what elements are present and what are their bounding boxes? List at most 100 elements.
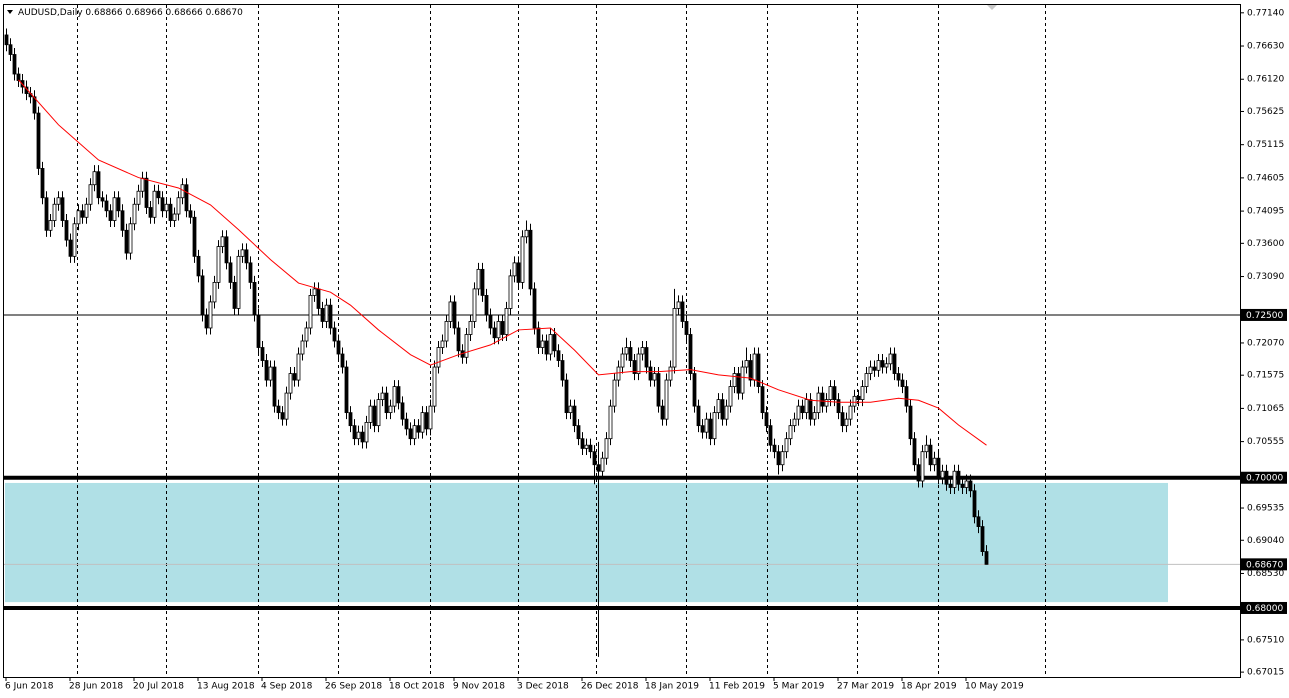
candle-body <box>524 229 529 238</box>
candle-body <box>480 268 485 296</box>
candle-body <box>228 262 233 283</box>
candle-body <box>868 366 873 374</box>
candle-body <box>116 197 121 212</box>
candle-body <box>652 373 657 381</box>
level-label: 0.68000 <box>1246 604 1283 614</box>
candle-body <box>716 399 721 414</box>
candle-body <box>796 405 801 420</box>
candle-body <box>472 288 477 322</box>
candle-body <box>852 395 857 407</box>
candle-body <box>512 262 517 277</box>
candle-body <box>580 438 585 449</box>
candle-body <box>908 405 913 440</box>
x-tick-label: 11 Feb 2019 <box>709 682 765 692</box>
candle-body <box>8 44 13 55</box>
candle-body <box>232 281 237 309</box>
candle-body <box>496 321 501 339</box>
candle-body <box>408 428 413 440</box>
level-label-box <box>1241 558 1287 571</box>
candle-body <box>772 444 777 453</box>
candle-body <box>816 392 821 414</box>
candle-body <box>144 177 149 208</box>
candle-body <box>440 340 445 348</box>
candle-body <box>968 480 973 492</box>
candle-body <box>92 171 97 186</box>
candle-body <box>640 347 645 355</box>
candle-body <box>340 353 345 368</box>
candle-body <box>800 405 805 414</box>
candle-body <box>556 350 561 361</box>
candle-body <box>700 425 705 433</box>
x-tick-label: 13 Aug 2018 <box>197 682 255 692</box>
candle-body <box>776 451 781 466</box>
candle-body <box>16 73 21 81</box>
x-tick-label: 9 Nov 2018 <box>453 682 505 692</box>
axis-layer: 0.77140 0.76630 0.76120 0.75625 0.75115 0.746… <box>5 8 1287 692</box>
candle-body <box>752 353 757 381</box>
candle-body <box>368 405 373 423</box>
candle-body <box>192 216 197 257</box>
candle-body <box>224 236 229 264</box>
candle-body <box>828 386 833 401</box>
candle-body <box>560 360 565 381</box>
x-tick-label: 27 Mar 2019 <box>837 682 894 692</box>
candle-body <box>504 308 509 335</box>
x-tick-label: 26 Sep 2018 <box>325 682 382 692</box>
y-tick-label: 0.73090 <box>1247 272 1284 282</box>
candle-body <box>236 255 241 309</box>
candle-body <box>48 220 53 231</box>
x-tick-label: 18 Oct 2018 <box>389 682 445 692</box>
candle-body <box>960 483 965 488</box>
candle-body <box>400 402 405 420</box>
candle-body <box>588 444 593 453</box>
y-tick-label: 0.74605 <box>1247 173 1284 183</box>
y-tick-label: 0.77140 <box>1247 8 1284 18</box>
candle-body <box>508 275 513 309</box>
candle-body <box>320 308 325 322</box>
candle-body <box>836 399 841 414</box>
y-tick-label: 0.67015 <box>1247 668 1284 678</box>
candle-body <box>268 366 273 381</box>
candle-body <box>148 207 153 218</box>
candle-body <box>316 288 321 309</box>
candle-body <box>624 347 629 355</box>
level-label-box <box>1241 601 1287 614</box>
candle-body <box>656 373 661 407</box>
candle-body <box>756 353 761 387</box>
candle-body <box>864 373 869 387</box>
candle-body <box>324 304 329 322</box>
plot-frame <box>3 4 1241 678</box>
candle-body <box>12 54 17 75</box>
candle-body <box>432 366 437 407</box>
candle-body <box>88 184 93 205</box>
moving-average <box>18 79 987 446</box>
chart-title: AUDUSD,Daily 0.68866 0.68966 0.68666 0.6… <box>18 8 243 18</box>
x-tick-label: 26 Dec 2018 <box>581 682 639 692</box>
y-tick-label: 0.67510 <box>1247 635 1284 645</box>
candle-body <box>692 373 697 407</box>
candle-body <box>176 197 181 215</box>
level-label: 0.68670 <box>1246 560 1283 570</box>
candle-body <box>396 386 401 404</box>
candle-body <box>132 203 137 225</box>
candle-body <box>328 304 333 329</box>
candle-body <box>44 197 49 231</box>
y-tick-label: 0.73600 <box>1247 239 1284 249</box>
candle-body <box>516 262 521 283</box>
candle-body <box>596 464 601 472</box>
candle-body <box>768 425 773 446</box>
candle-body <box>276 405 281 414</box>
candle-body <box>488 314 493 329</box>
candle-body <box>456 327 461 352</box>
candle-body <box>60 197 65 221</box>
candle-body <box>112 197 117 221</box>
candle-body <box>4 34 9 46</box>
candle-body <box>292 373 297 381</box>
candle-body <box>172 213 177 221</box>
candle-body <box>344 366 349 414</box>
candle-body <box>792 418 797 427</box>
candle-body <box>824 399 829 407</box>
candle-body <box>548 334 553 355</box>
candle-body <box>36 112 41 169</box>
